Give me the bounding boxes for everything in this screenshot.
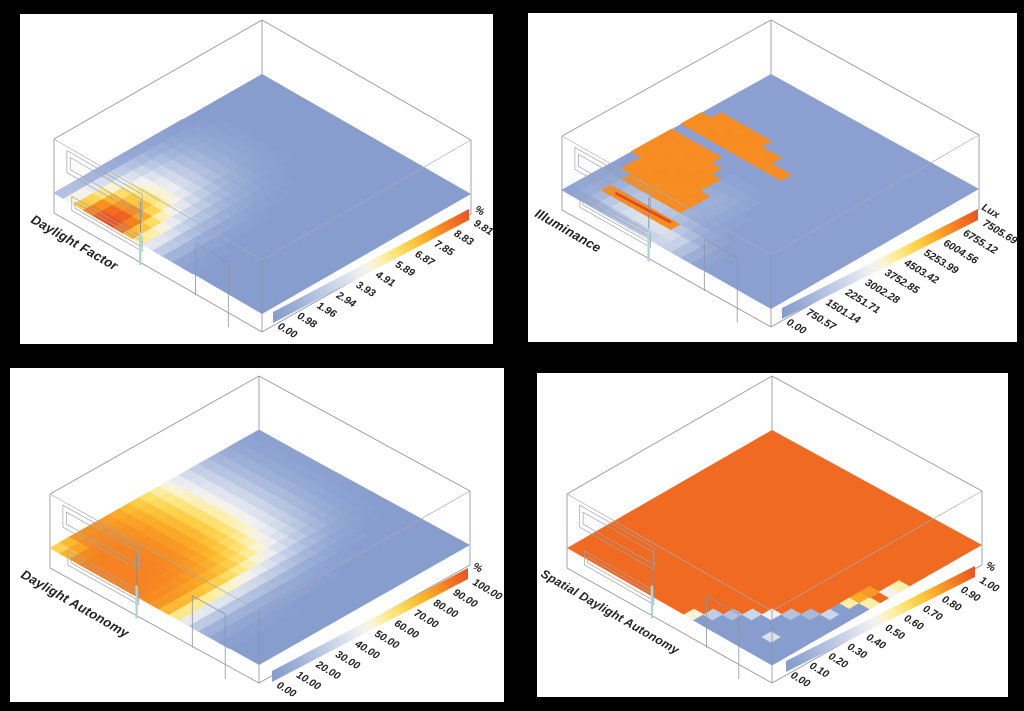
svg-text:0.60: 0.60 xyxy=(902,612,926,633)
svg-text:1.00: 1.00 xyxy=(977,574,1001,595)
svg-text:8.83: 8.83 xyxy=(452,228,476,249)
svg-text:%: % xyxy=(983,559,998,574)
svg-text:0.98: 0.98 xyxy=(295,310,319,331)
svg-text:9.81: 9.81 xyxy=(471,217,493,238)
svg-text:0.50: 0.50 xyxy=(883,622,907,643)
svg-text:0.10: 0.10 xyxy=(807,660,831,681)
svg-text:0.00: 0.00 xyxy=(274,679,298,700)
svg-text:0.90: 0.90 xyxy=(959,584,983,605)
svg-text:4.91: 4.91 xyxy=(373,268,398,289)
svg-text:0.20: 0.20 xyxy=(826,650,850,671)
svg-text:5.89: 5.89 xyxy=(393,258,417,279)
svg-text:7.85: 7.85 xyxy=(432,238,456,259)
svg-text:0.30: 0.30 xyxy=(845,641,869,662)
svg-text:3.93: 3.93 xyxy=(354,279,378,300)
svg-text:%: % xyxy=(470,560,485,575)
svg-text:0.40: 0.40 xyxy=(864,631,888,652)
svg-text:2.94: 2.94 xyxy=(333,289,358,310)
svg-text:0.70: 0.70 xyxy=(921,603,945,624)
svg-text:0.80: 0.80 xyxy=(940,593,964,614)
svg-text:Lux: Lux xyxy=(979,201,1002,221)
svg-text:0.00: 0.00 xyxy=(788,669,812,690)
svg-text:6.87: 6.87 xyxy=(413,248,438,269)
svg-text:%: % xyxy=(472,203,487,218)
svg-text:0.00: 0.00 xyxy=(275,320,299,341)
svg-text:0.00: 0.00 xyxy=(784,316,808,337)
svg-text:1.96: 1.96 xyxy=(315,300,339,321)
